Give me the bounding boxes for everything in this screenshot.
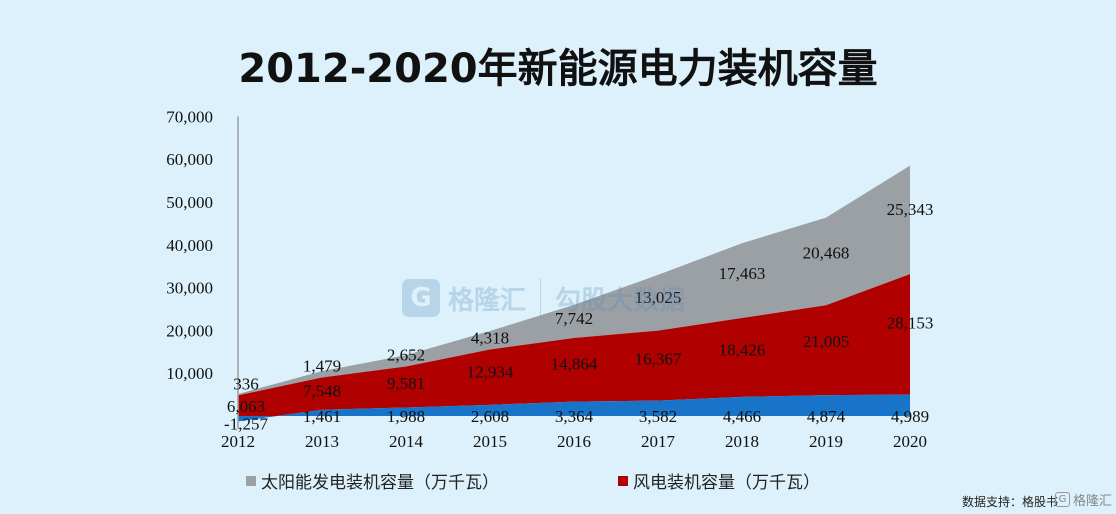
data-label-solar: 4,318 <box>471 328 509 347</box>
data-label-third: -1,257 <box>224 415 268 434</box>
y-tick-label: 20,000 <box>166 321 213 340</box>
x-tick-label: 2018 <box>725 432 759 451</box>
data-label-third: 3,582 <box>639 407 677 426</box>
x-tick-label: 2017 <box>641 432 676 451</box>
y-tick-label: 50,000 <box>166 193 213 212</box>
x-tick-label: 2013 <box>305 432 339 451</box>
watermark-logo-icon: G <box>402 279 440 317</box>
watermark-divider <box>540 278 542 318</box>
legend-label-wind: 风电装机容量（万千瓦） <box>633 473 820 493</box>
x-tick-label: 2012 <box>221 432 255 451</box>
data-label-wind: 9,581 <box>387 374 425 393</box>
data-label-wind: 14,864 <box>551 354 598 373</box>
data-label-third: 1,461 <box>303 407 341 426</box>
data-label-solar: 2,652 <box>387 346 425 365</box>
data-label-solar: 20,468 <box>803 244 850 263</box>
area-solar <box>238 165 910 396</box>
data-label-wind: 28,153 <box>887 313 934 332</box>
data-label-wind: 18,426 <box>719 341 766 360</box>
y-tick-label: 30,000 <box>166 279 213 298</box>
data-label-solar: 336 <box>233 374 259 393</box>
data-label-solar: 7,742 <box>555 309 593 328</box>
data-label-third: 4,989 <box>891 407 929 426</box>
watermark: G 格隆汇 勾股大数据 <box>402 278 685 318</box>
chart-title: 2012-2020年新能源电力装机容量 <box>238 46 878 92</box>
area-third <box>238 394 910 422</box>
x-tick-label: 2014 <box>389 432 424 451</box>
data-label-solar: 17,463 <box>719 264 766 283</box>
y-tick-label: 40,000 <box>166 236 213 255</box>
data-label-third: 2,608 <box>471 407 509 426</box>
data-label-wind: 12,934 <box>467 363 514 382</box>
data-label-solar: 25,343 <box>887 200 934 219</box>
y-tick-label: 70,000 <box>166 107 213 126</box>
data-label-solar: 1,479 <box>303 356 341 375</box>
corner-logo-text: 格隆汇 <box>1072 494 1112 509</box>
data-label-third: 1,988 <box>387 407 425 426</box>
legend-item-wind: 风电装机容量（万千瓦） <box>618 468 820 493</box>
legend-label-solar: 太阳能发电装机容量（万千瓦） <box>261 473 499 493</box>
data-label-wind: 16,367 <box>635 350 682 369</box>
x-tick-label: 2015 <box>473 432 507 451</box>
x-tick-label: 2019 <box>809 432 843 451</box>
data-label-third: 4,466 <box>723 407 761 426</box>
data-label-third: 3,364 <box>555 407 594 426</box>
area-wind <box>238 274 910 422</box>
y-tick-label: 10,000 <box>166 364 213 383</box>
x-tick-label: 2020 <box>893 432 927 451</box>
data-label-wind: 21,005 <box>803 332 850 351</box>
corner-logo: G 格隆汇 <box>1054 490 1112 509</box>
legend-swatch-solar <box>246 475 256 486</box>
legend-item-solar: 太阳能发电装机容量（万千瓦） <box>246 468 499 493</box>
watermark-site: 勾股大数据 <box>555 285 686 316</box>
data-label-third: 4,874 <box>807 407 846 426</box>
source-note: 数据支持：格股书 <box>961 495 1058 509</box>
watermark-brand: 格隆汇 <box>448 285 527 316</box>
legend-swatch-wind <box>618 475 628 486</box>
corner-logo-icon: G <box>1054 492 1070 507</box>
data-label-wind: 6,063 <box>227 397 265 416</box>
y-tick-label: 60,000 <box>166 150 213 169</box>
x-tick-label: 2016 <box>557 432 591 451</box>
data-label-wind: 7,548 <box>303 381 341 400</box>
data-label-solar: 13,025 <box>635 288 682 307</box>
